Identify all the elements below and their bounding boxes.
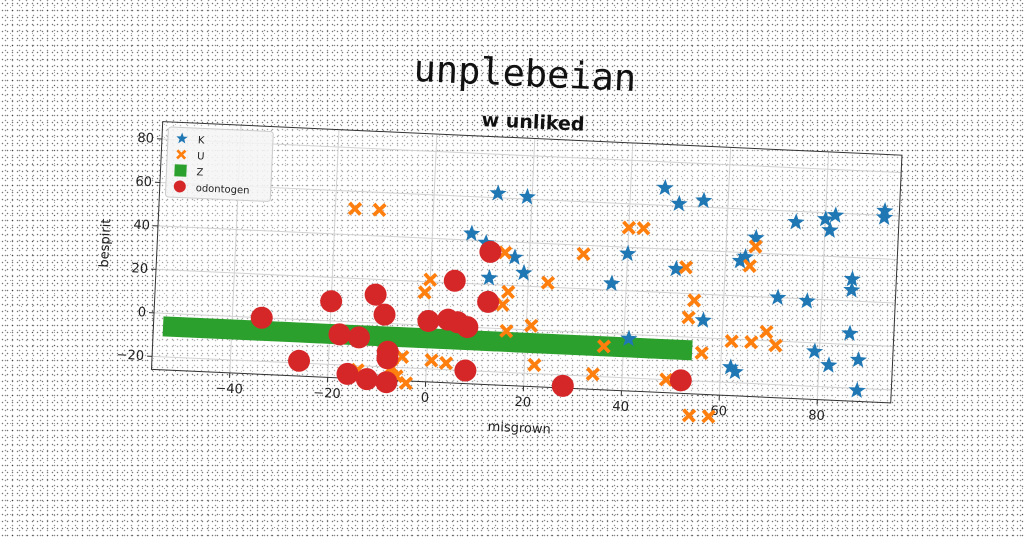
point-square [202,318,223,339]
x-tick-label: 80 [808,408,825,424]
point-square [476,331,497,352]
y-tick-label: 60 [135,174,152,190]
x-axis-label: misgrown [487,420,551,438]
y-tick-label: −20 [116,348,144,364]
chart-subtitle: w unliked [481,109,585,136]
x-tick-label: −20 [313,386,341,402]
point-x [682,408,697,423]
legend-label: K [198,135,205,146]
y-tick-label: 40 [133,218,150,234]
point-square [633,338,654,359]
point-square [515,332,536,353]
point-square [300,323,321,344]
x-tick-label: 0 [420,391,429,406]
y-tick-label: 0 [137,305,146,320]
y-axis-label: bespirit [97,218,114,268]
legend-label: Z [196,167,203,178]
x-tick-label: 20 [514,395,531,411]
point-square [652,339,673,360]
point-square [495,331,516,352]
legend-marker-square [174,164,187,177]
point-square [398,327,419,348]
y-tick-label: 80 [137,131,154,147]
x-tick-label: 40 [612,399,629,415]
x-tick-label: −40 [215,381,243,397]
point-square [554,334,575,355]
point-square [163,316,184,337]
point-square [182,317,203,338]
y-tick-label: 20 [131,261,148,277]
legend-label: U [197,151,205,162]
point-square [221,319,242,340]
point-square [535,333,556,354]
point-square [280,322,301,343]
point-square [672,339,693,360]
point-square [574,335,595,356]
